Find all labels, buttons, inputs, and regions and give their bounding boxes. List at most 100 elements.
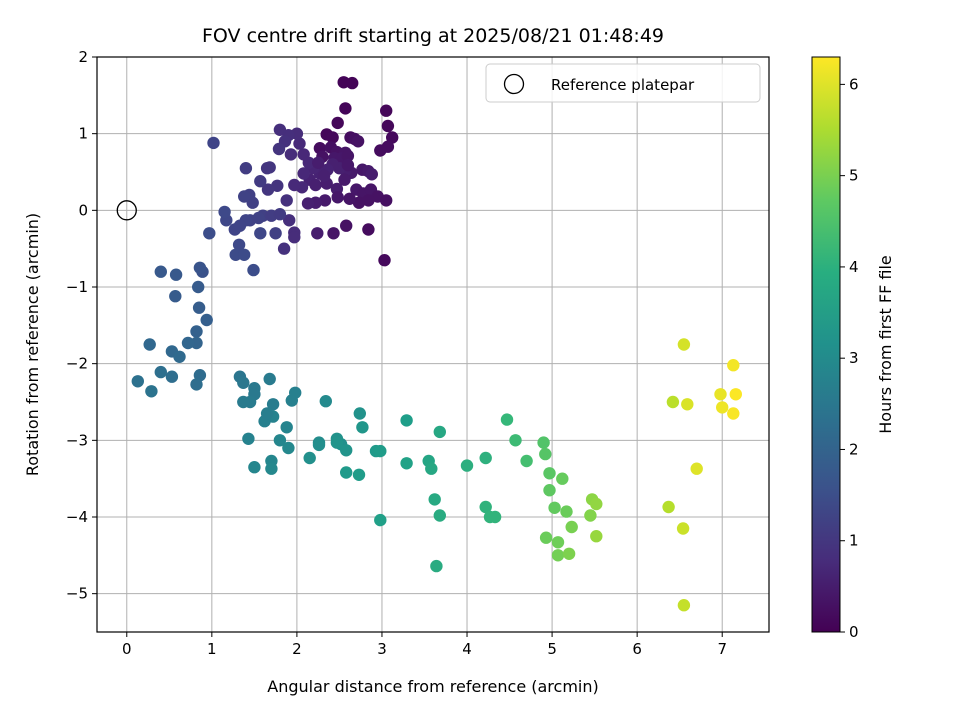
data-point	[237, 395, 250, 409]
data-point	[288, 178, 301, 192]
legend-label: Reference platepar	[551, 76, 695, 94]
data-point	[232, 238, 246, 251]
data-point	[273, 123, 287, 136]
y-tick-label: 1	[78, 125, 88, 143]
data-point	[556, 472, 569, 485]
data-point	[362, 223, 375, 236]
data-point	[351, 135, 365, 148]
x-tick-label: 5	[547, 640, 557, 658]
data-point	[356, 421, 369, 434]
data-point	[341, 158, 355, 172]
data-point	[590, 530, 603, 543]
data-point	[537, 436, 550, 449]
data-point	[297, 148, 310, 161]
data-point	[181, 336, 195, 350]
legend-marker	[503, 73, 525, 95]
data-point	[340, 219, 353, 232]
data-point	[131, 375, 144, 388]
data-point	[289, 386, 302, 399]
colorbar-tick-label: 5	[849, 167, 859, 185]
y-tick-label: 0	[78, 201, 88, 219]
data-point	[677, 338, 691, 351]
data-point	[676, 522, 690, 535]
data-point	[272, 142, 286, 156]
data-point	[727, 359, 740, 372]
data-point	[326, 131, 339, 144]
data-point	[277, 242, 291, 255]
data-point	[479, 500, 492, 514]
data-point	[207, 136, 220, 150]
data-point	[425, 462, 438, 475]
data-point	[266, 398, 280, 411]
data-point	[293, 137, 306, 150]
data-point	[362, 194, 375, 207]
data-point	[238, 190, 251, 203]
y-tick-label: −5	[66, 585, 88, 603]
data-point	[716, 401, 729, 414]
colorbar-tick-label: 4	[849, 258, 859, 276]
data-point	[190, 325, 203, 338]
data-point	[239, 162, 253, 175]
data-point	[460, 459, 474, 472]
data-point	[193, 261, 207, 274]
reference-marker	[116, 200, 137, 221]
x-tick-label: 0	[122, 640, 132, 658]
data-point	[374, 513, 387, 527]
x-axis-ticks: 0 1 2 3 4 5 6 7	[122, 632, 727, 658]
data-point	[297, 167, 310, 180]
data-point	[500, 413, 514, 426]
data-point	[666, 395, 680, 409]
data-point	[340, 444, 353, 457]
data-point	[338, 173, 351, 186]
data-point	[203, 227, 216, 240]
data-point	[551, 549, 565, 562]
y-tick-label: −1	[66, 278, 88, 296]
data-point	[169, 268, 183, 281]
data-point	[543, 467, 556, 480]
x-tick-label: 6	[632, 640, 642, 658]
data-point	[273, 434, 287, 447]
reference-point	[116, 200, 137, 221]
x-tick-label: 2	[292, 640, 302, 658]
y-tick-label: −3	[66, 431, 88, 449]
data-point	[681, 398, 694, 411]
colorbar: 0 1 2 3 4 5 6 Hours from first FF file	[811, 56, 895, 641]
data-point	[254, 175, 267, 188]
data-point	[539, 531, 553, 544]
colorbar-ticks: 0 1 2 3 4 5 6	[840, 75, 859, 641]
data-point	[690, 462, 703, 475]
data-point	[154, 365, 167, 379]
data-point	[352, 468, 366, 481]
data-point	[560, 505, 573, 518]
data-point	[282, 441, 295, 455]
data-point	[246, 196, 259, 209]
data-point	[381, 119, 395, 133]
data-point	[317, 169, 331, 182]
data-point	[380, 104, 393, 117]
data-point	[520, 454, 533, 468]
data-point	[318, 194, 332, 207]
data-point	[169, 290, 182, 303]
data-point	[283, 214, 296, 227]
x-tick-label: 3	[377, 640, 387, 658]
data-point	[565, 520, 578, 534]
data-point	[381, 140, 395, 153]
y-tick-label: 2	[78, 48, 88, 66]
data-point	[247, 263, 260, 277]
data-point	[271, 179, 284, 192]
data-point	[331, 116, 344, 130]
data-point	[400, 457, 413, 470]
data-point	[365, 168, 378, 181]
data-point	[551, 536, 565, 549]
data-point	[190, 378, 203, 391]
data-point	[165, 370, 179, 383]
colorbar-tick-label: 0	[849, 623, 859, 641]
data-point	[341, 149, 355, 163]
data-point	[143, 338, 156, 351]
data-point	[261, 183, 275, 196]
data-point	[263, 372, 276, 386]
data-point	[539, 447, 552, 461]
data-point	[269, 227, 282, 240]
data-point	[590, 497, 603, 511]
